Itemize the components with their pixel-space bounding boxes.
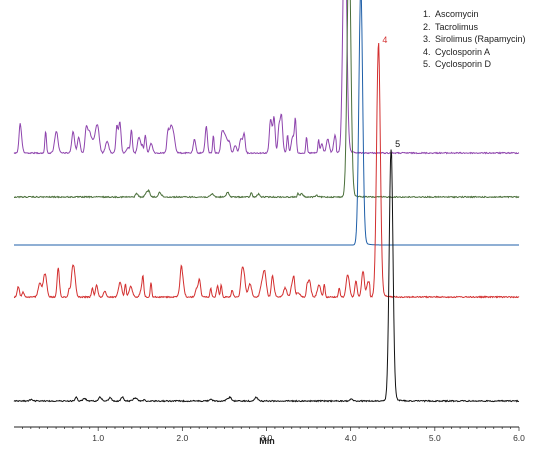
series-layer [13, 0, 520, 403]
x-tick-label: 1.0 [92, 433, 104, 443]
x-tick-label: 4.0 [345, 433, 357, 443]
peak-label-4: 4 [382, 35, 387, 45]
legend-item: 4. Cyclosporin A [423, 46, 491, 57]
x-ticks-layer: 1.0 2.0 3.0 4.0 5.0 6.0 [22, 427, 525, 443]
x-tick-label: 2.0 [176, 433, 188, 443]
legend: 1. Ascomycin 2. Tacrolimus 3. Sirolimus (Ra… [423, 8, 526, 71]
legend-item: 1. Ascomycin [423, 9, 479, 19]
peak-labels-layer: 12345 [382, 35, 400, 149]
x-tick-label: 3.0 [261, 433, 273, 443]
peak-label-5: 5 [395, 139, 400, 149]
series-line-3 [14, 0, 519, 246]
legend-item: 5. Cyclosporin D [423, 59, 492, 69]
series-line-1 [13, 0, 520, 155]
x-tick-label: 6.0 [513, 433, 525, 443]
series-line-2 [13, 0, 520, 199]
x-axis-title: Min [259, 436, 275, 446]
legend-item: 2. Tacrolimus [423, 21, 479, 32]
x-tick-label: 5.0 [429, 433, 441, 443]
series-line-4 [13, 42, 520, 299]
legend-item: 3. Sirolimus (Rapamycin) [423, 34, 526, 44]
series-line-5 [13, 149, 520, 403]
